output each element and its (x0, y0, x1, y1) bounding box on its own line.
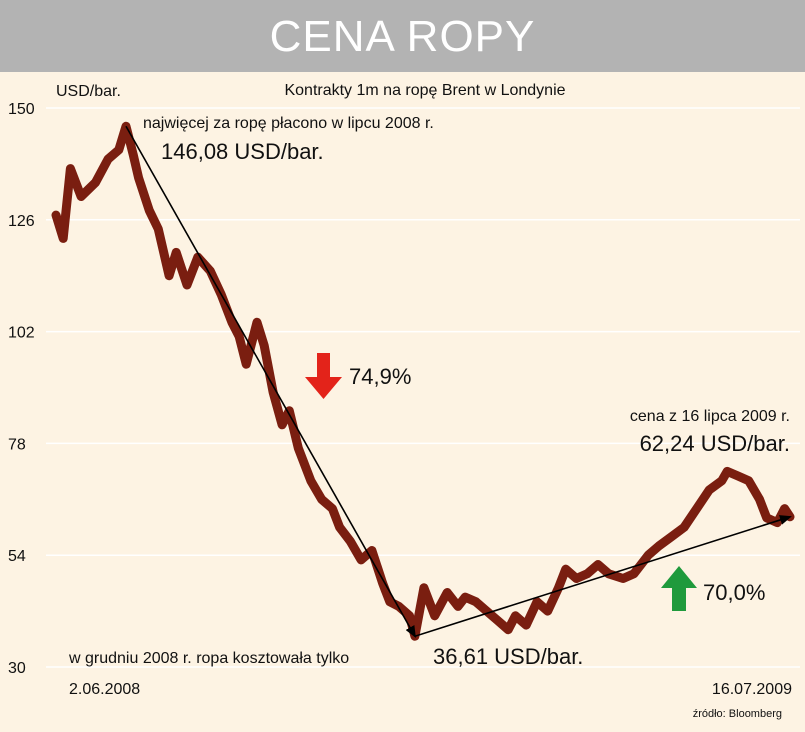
y-tick-label: 150 (8, 101, 35, 118)
brent-price-line (51, 121, 795, 641)
decline-label: 74,9% (349, 364, 411, 389)
annotation-current-value: 62,24 USD/bar. (640, 431, 790, 456)
recovery-trend-arrow (414, 515, 792, 637)
y-axis-label: USD/bar. (56, 83, 121, 100)
y-tick-label: 30 (8, 660, 26, 677)
down-arrow-icon (305, 353, 342, 399)
annotation-current-line1: cena z 16 lipca 2009 r. (630, 408, 790, 425)
y-tick-label: 126 (8, 213, 35, 230)
increase-label: 70,0% (703, 580, 765, 605)
chart-subtitle: Kontrakty 1m na ropę Brent w Londynie (284, 82, 565, 99)
source-label: źródło: Bloomberg (693, 708, 782, 720)
up-arrow-icon (661, 566, 697, 611)
y-tick-label: 78 (8, 436, 26, 453)
annotation-low-line1: w grudniu 2008 r. ropa kosztowała tylko (68, 650, 349, 667)
annotation-peak-value: 146,08 USD/bar. (161, 139, 324, 164)
annotation-peak-line1: najwięcej za ropę płacono w lipcu 2008 r… (143, 115, 434, 132)
y-tick-label: 102 (8, 325, 35, 342)
decline-trend-arrow (125, 125, 416, 638)
page-title: CENA ROPY (269, 12, 536, 61)
x-end-label: 16.07.2009 (712, 681, 792, 698)
title-bar (0, 0, 805, 72)
annotation-low-value: 36,61 USD/bar. (433, 644, 583, 669)
x-start-label: 2.06.2008 (69, 681, 140, 698)
y-tick-label: 54 (8, 548, 26, 565)
